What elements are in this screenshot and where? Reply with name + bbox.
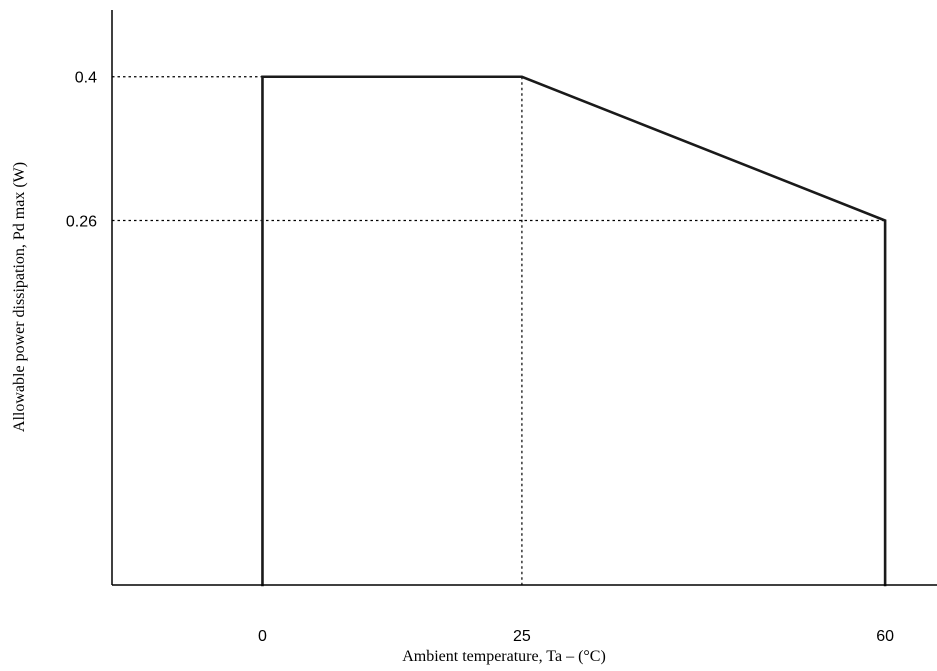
- reference-lines: [112, 76, 886, 585]
- series-line-0: [261, 75, 887, 587]
- series-layer: [261, 75, 887, 587]
- axes: [111, 10, 937, 586]
- y-tick-label: 0.4: [75, 70, 97, 87]
- tick-labels: 0 25 60 0.4 0.26: [66, 70, 894, 645]
- x-tick-label: 0: [258, 628, 267, 645]
- x-tick-label: 25: [513, 628, 531, 645]
- x-tick-label: 60: [876, 628, 894, 645]
- y-tick-label: 0.26: [66, 213, 97, 230]
- x-axis-title: Ambient temperature, Ta – (°C): [402, 648, 606, 665]
- y-axis-title: Allowable power dissipation, Pd max (W): [11, 162, 28, 432]
